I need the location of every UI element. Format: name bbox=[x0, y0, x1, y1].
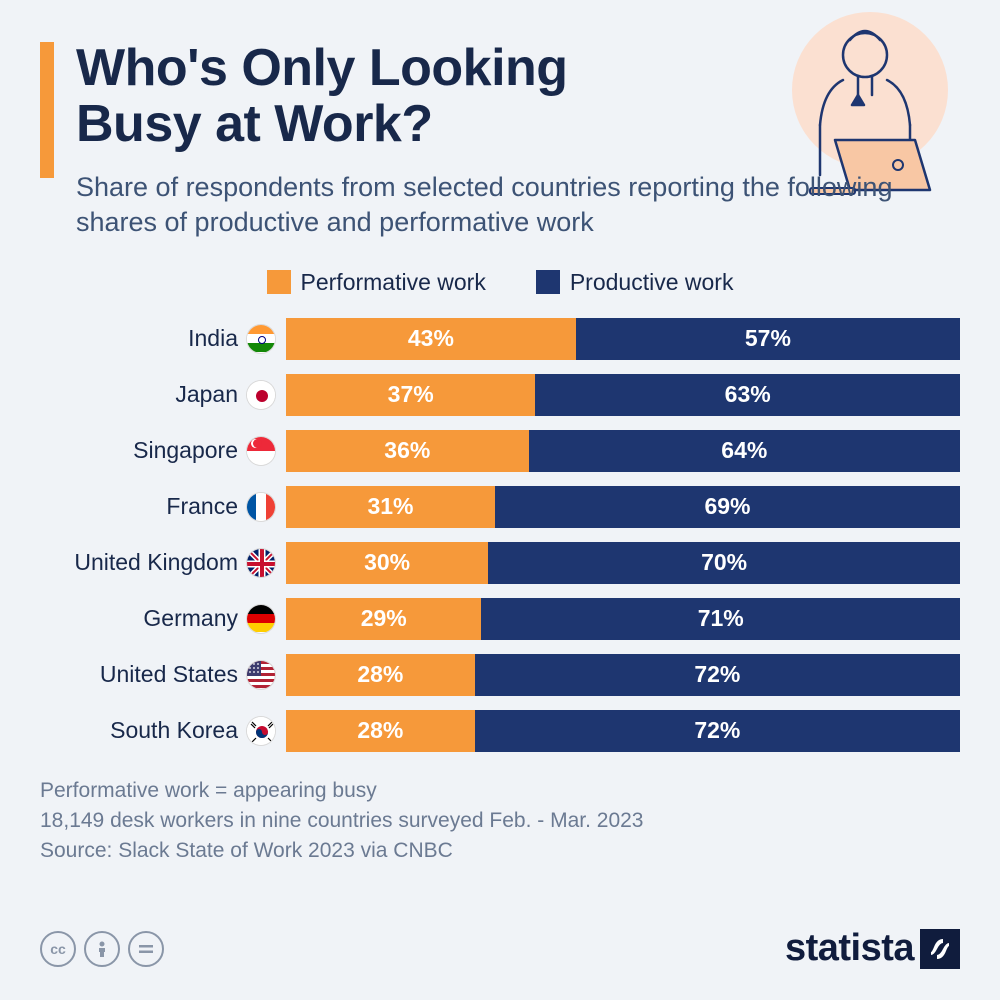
bar-chart: India 43% 57% Japan 37% 63% Singapore bbox=[40, 314, 960, 756]
flag-icon bbox=[246, 548, 276, 578]
legend-item-productive: Productive work bbox=[536, 269, 734, 296]
legend-swatch-productive bbox=[536, 270, 560, 294]
bar-track: 28% 72% bbox=[286, 710, 960, 752]
legend-label-productive: Productive work bbox=[570, 269, 734, 296]
flag-icon bbox=[246, 380, 276, 410]
chart-row: India 43% 57% bbox=[46, 314, 960, 364]
bar-segment-productive: 70% bbox=[488, 542, 960, 584]
bar-segment-productive: 63% bbox=[535, 374, 960, 416]
bar-track: 43% 57% bbox=[286, 318, 960, 360]
cc-icon: cc bbox=[40, 931, 76, 967]
footer: cc statista bbox=[40, 927, 960, 970]
country-label: India bbox=[46, 325, 246, 352]
title-line-1: Who's Only Looking bbox=[76, 39, 568, 97]
chart-row: South Korea 28% 72% bbox=[46, 706, 960, 756]
chart-row: Singapore 36% 64% bbox=[46, 426, 960, 476]
bar-track: 31% 69% bbox=[286, 486, 960, 528]
header: Who's Only Looking Busy at Work? Share o… bbox=[40, 40, 960, 241]
country-label: South Korea bbox=[46, 717, 246, 744]
flag-icon bbox=[246, 324, 276, 354]
legend-item-performative: Performative work bbox=[267, 269, 486, 296]
country-label: France bbox=[46, 493, 246, 520]
flag-icon bbox=[246, 604, 276, 634]
country-label: United States bbox=[46, 661, 246, 688]
footnote-sample: 18,149 desk workers in nine countries su… bbox=[40, 806, 960, 836]
country-label: United Kingdom bbox=[46, 549, 246, 576]
footnote-definition: Performative work = appearing busy bbox=[40, 776, 960, 806]
legend-swatch-performative bbox=[267, 270, 291, 294]
chart-row: France 31% 69% bbox=[46, 482, 960, 532]
bar-segment-productive: 64% bbox=[529, 430, 960, 472]
license-icons: cc bbox=[40, 931, 164, 967]
bar-track: 37% 63% bbox=[286, 374, 960, 416]
chart-row: United States 28% 72% bbox=[46, 650, 960, 700]
chart-subtitle: Share of respondents from selected count… bbox=[76, 170, 956, 240]
footnote-source: Source: Slack State of Work 2023 via CNB… bbox=[40, 836, 960, 866]
bar-segment-performative: 29% bbox=[286, 598, 481, 640]
bar-segment-productive: 72% bbox=[475, 654, 960, 696]
bar-segment-productive: 72% bbox=[475, 710, 960, 752]
bar-segment-productive: 57% bbox=[576, 318, 960, 360]
country-label: Japan bbox=[46, 381, 246, 408]
country-label: Germany bbox=[46, 605, 246, 632]
chart-title: Who's Only Looking Busy at Work? bbox=[76, 40, 960, 152]
brand-mark-icon bbox=[920, 929, 960, 969]
country-label: Singapore bbox=[46, 437, 246, 464]
flag-icon bbox=[246, 716, 276, 746]
chart-row: Germany 29% 71% bbox=[46, 594, 960, 644]
bar-segment-performative: 28% bbox=[286, 710, 475, 752]
bar-segment-performative: 28% bbox=[286, 654, 475, 696]
bar-segment-productive: 69% bbox=[495, 486, 960, 528]
footnotes: Performative work = appearing busy 18,14… bbox=[40, 776, 960, 867]
bar-segment-productive: 71% bbox=[481, 598, 960, 640]
chart-row: Japan 37% 63% bbox=[46, 370, 960, 420]
bar-segment-performative: 43% bbox=[286, 318, 576, 360]
brand-text: statista bbox=[785, 927, 914, 970]
legend: Performative work Productive work bbox=[40, 269, 960, 296]
bar-segment-performative: 36% bbox=[286, 430, 529, 472]
title-line-2: Busy at Work? bbox=[76, 95, 433, 153]
cc-nd-icon bbox=[128, 931, 164, 967]
bar-segment-performative: 37% bbox=[286, 374, 535, 416]
bar-track: 29% 71% bbox=[286, 598, 960, 640]
infographic-container: Who's Only Looking Busy at Work? Share o… bbox=[0, 0, 1000, 897]
flag-icon bbox=[246, 660, 276, 690]
flag-icon bbox=[246, 492, 276, 522]
brand-logo: statista bbox=[785, 927, 960, 970]
bar-segment-performative: 31% bbox=[286, 486, 495, 528]
chart-row: United Kingdom 30% 70% bbox=[46, 538, 960, 588]
legend-label-performative: Performative work bbox=[301, 269, 486, 296]
bar-segment-performative: 30% bbox=[286, 542, 488, 584]
bar-track: 30% 70% bbox=[286, 542, 960, 584]
bar-track: 28% 72% bbox=[286, 654, 960, 696]
cc-by-icon bbox=[84, 931, 120, 967]
flag-icon bbox=[246, 436, 276, 466]
bar-track: 36% 64% bbox=[286, 430, 960, 472]
